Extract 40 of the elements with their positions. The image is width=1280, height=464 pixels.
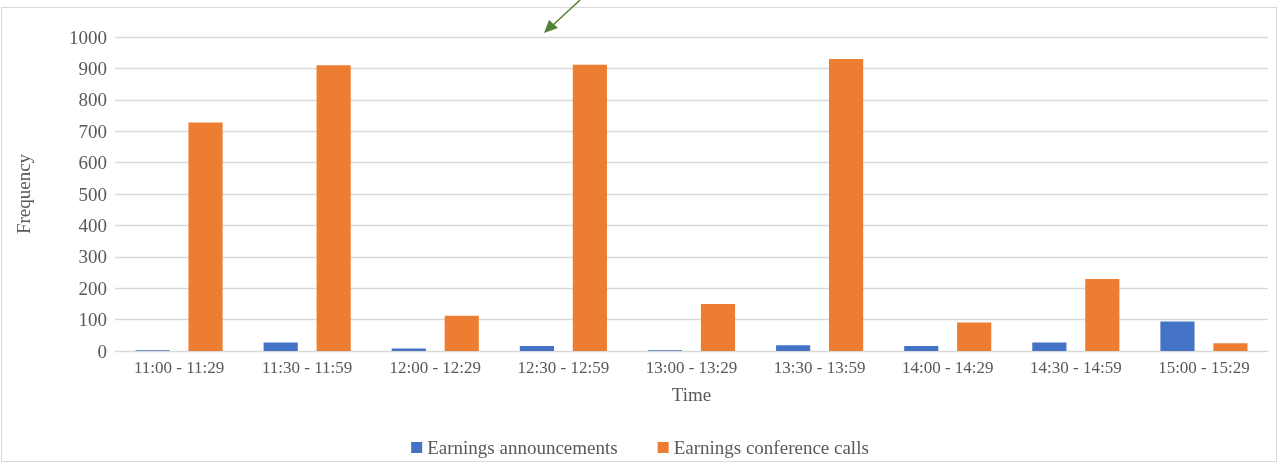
y-tick-label: 600: [78, 152, 107, 174]
bar: [904, 345, 939, 351]
x-tick-label: 13:00 - 13:29: [645, 358, 738, 377]
y-tick-label: 1000: [69, 26, 107, 48]
y-tick-label: 400: [78, 214, 107, 236]
x-tick-label: 12:00 - 12:29: [389, 358, 482, 377]
bar: [1160, 321, 1195, 351]
bar: [188, 122, 223, 351]
y-tick-label: 300: [78, 246, 107, 268]
y-axis-title: Frequency: [13, 153, 34, 235]
legend-label: Earnings conference calls: [673, 437, 869, 458]
bar: [519, 345, 554, 351]
y-tick-label: 800: [78, 89, 107, 111]
y-tick-label: 200: [78, 277, 107, 299]
y-tick-label: 700: [78, 120, 107, 142]
bar: [316, 65, 351, 351]
bar: [391, 348, 426, 351]
y-tick-label: 0: [97, 340, 107, 362]
x-tick-label: 14:30 - 14:59: [1030, 358, 1122, 377]
bar: [572, 64, 607, 351]
bar: [829, 58, 864, 351]
y-tick-label: 500: [78, 183, 107, 205]
bar: [1032, 342, 1067, 351]
x-axis-title: Time: [671, 384, 712, 405]
bar: [1213, 343, 1248, 351]
y-tick-label: 900: [78, 57, 107, 79]
x-tick-label: 13:30 - 13:59: [773, 358, 866, 377]
bar: [444, 315, 479, 351]
x-tick-label: 12:30 - 12:59: [517, 358, 610, 377]
x-tick-label: 11:00 - 11:29: [133, 358, 225, 377]
x-tick-label: 14:00 - 14:29: [901, 358, 994, 377]
x-tick-label: 15:00 - 15:29: [1158, 358, 1250, 377]
x-tick-label: 11:30 - 11:59: [261, 358, 353, 377]
bar: [957, 322, 992, 351]
bar: [263, 342, 298, 351]
legend-label: Earnings announcements: [427, 437, 618, 458]
bar: [1085, 279, 1120, 351]
bar: [776, 345, 811, 351]
y-tick-label: 100: [78, 309, 107, 331]
bar: [700, 303, 736, 351]
